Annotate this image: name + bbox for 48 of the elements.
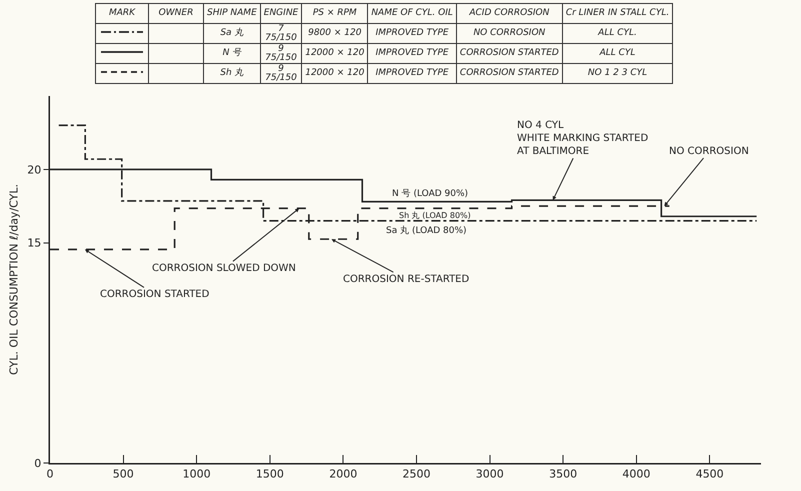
- text: MARK: [96, 4, 148, 24]
- x-tick-label: 4000: [622, 468, 650, 481]
- text: IMPROVED TYPE: [368, 44, 456, 64]
- x-tick-label: 1000: [182, 468, 211, 481]
- text: NO CORROSION: [456, 24, 562, 44]
- annotation: CORROSION STARTED: [100, 289, 210, 300]
- annotation: NO 4 CYL WHITE MARKING STARTED AT BALTIMORE: [517, 120, 648, 157]
- text: IMPROVED TYPE: [368, 64, 456, 84]
- text: 12000 × 120: [302, 64, 368, 84]
- y-tick-label: 0: [34, 456, 42, 470]
- annotation: NO CORROSION: [669, 146, 749, 157]
- text: Cr LINER IN STALL CYL.: [562, 4, 673, 24]
- text: OWNER: [148, 4, 204, 24]
- text: ALL CYL: [562, 44, 673, 64]
- text: 9 75/150: [260, 64, 302, 84]
- series-label: Sa 丸 (LOAD 80%): [386, 225, 467, 236]
- text: ACID CORROSION: [456, 4, 562, 24]
- y-tick-label: 15: [27, 236, 42, 250]
- x-tick-label: 3000: [476, 468, 504, 481]
- text: CORROSION STARTED: [456, 64, 562, 84]
- text: Sa 丸: [204, 24, 260, 44]
- x-tick-label: 500: [112, 468, 134, 481]
- annotation: CORROSION SLOWED DOWN: [152, 263, 296, 274]
- text: 9 75/150: [260, 44, 302, 64]
- x-tick-label: 3500: [549, 468, 578, 481]
- text: SHIP NAME: [204, 4, 260, 24]
- text: Sh 丸: [204, 64, 260, 84]
- x-tick-label: 2500: [402, 468, 430, 481]
- text: NAME OF CYL. OIL: [368, 4, 456, 24]
- x-tick-label: 4500: [696, 468, 724, 481]
- text: ALL CYL.: [562, 24, 673, 44]
- y-tick-label: 20: [27, 163, 42, 176]
- y-axis-title: CYL. OIL CONSUMPTION ℓ/day/CYL.: [8, 184, 20, 375]
- text: CORROSION STARTED: [456, 44, 562, 64]
- text: ENGINE: [260, 4, 302, 24]
- text: NO 1 2 3 CYL: [562, 64, 673, 84]
- x-tick-label: 0: [46, 468, 54, 481]
- text: 9800 × 120: [302, 24, 368, 44]
- series-label: Sh 丸 (LOAD 80%): [399, 211, 471, 220]
- text: IMPROVED TYPE: [368, 24, 456, 44]
- x-tick-label: 2000: [329, 468, 358, 481]
- text: 7 75/150: [260, 24, 302, 44]
- text: 12000 × 120: [302, 44, 368, 64]
- annotation: CORROSION RE-STARTED: [343, 274, 470, 285]
- series-label: N 号 (LOAD 90%): [392, 188, 468, 199]
- text: PS × RPM: [302, 4, 368, 24]
- text: N 号: [204, 44, 260, 64]
- x-tick-label: 1500: [256, 468, 284, 481]
